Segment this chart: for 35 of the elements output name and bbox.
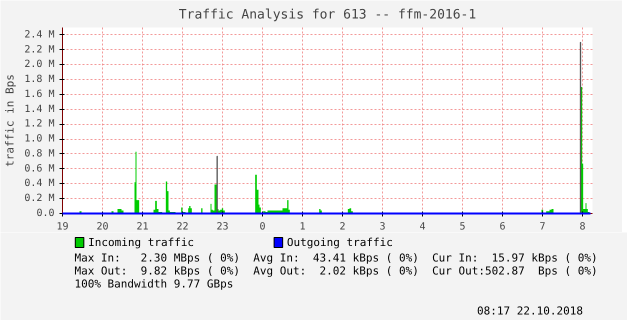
legend-label: Outgoing traffic bbox=[286, 236, 393, 249]
y-tick-label: 1.8 M bbox=[24, 74, 55, 86]
x-tick-label: 22 bbox=[176, 222, 189, 232]
y-tick-label: 0.8 M bbox=[24, 148, 55, 160]
legend-label: Incoming traffic bbox=[88, 236, 194, 249]
x-tick-label: 21 bbox=[136, 222, 149, 232]
x-tick-label: 0 bbox=[259, 222, 266, 232]
x-tick-label: 23 bbox=[216, 222, 229, 232]
text: Max In: 2.30 MBps ( 0%) Avg In: 43.41 kBps ( 0%) Cur In: 15.97 kBps ( 0%) bbox=[74, 252, 598, 264]
y-tick-label: 2.0 M bbox=[24, 59, 55, 70]
text: 08:17 22.10.2018 bbox=[477, 304, 583, 318]
y-tick-label: 2.2 M bbox=[24, 44, 55, 56]
y-tick-label: 0.2 M bbox=[24, 193, 55, 204]
y-tick-label: 1.6 M bbox=[24, 88, 55, 100]
y-tick-label: 2.4 M bbox=[24, 29, 55, 40]
y-tick-label: 0.0 bbox=[36, 208, 54, 219]
y-tick-label: 1.2 M bbox=[24, 118, 55, 130]
y-tick-label: 1.0 M bbox=[24, 134, 55, 145]
text: 100% Bandwidth 9.77 GBps bbox=[74, 278, 234, 290]
y-axis-title: traffic in Bps bbox=[3, 74, 16, 167]
x-tick-label: 19 bbox=[56, 222, 69, 232]
x-tick-label: 7 bbox=[539, 222, 546, 232]
x-tick-label: 3 bbox=[379, 222, 386, 232]
x-tick-label: 8 bbox=[579, 222, 586, 232]
y-tick-label: 1.4 M bbox=[24, 104, 55, 115]
x-tick-label: 20 bbox=[96, 222, 109, 232]
x-tick-label: 6 bbox=[499, 222, 506, 232]
text: Max Out: 9.82 kBps ( 0%) Avg Out: 2.02 kBps ( 0%) Cur Out:502.87 Bps ( 0%) bbox=[74, 264, 598, 278]
x-tick-label: 2 bbox=[339, 222, 346, 232]
x-tick-label: 4 bbox=[419, 222, 426, 232]
x-tick-label: 5 bbox=[459, 222, 466, 232]
y-tick-label: 0.6 M bbox=[24, 163, 55, 174]
y-tick-label: 0.4 M bbox=[24, 178, 55, 190]
x-tick-label: 1 bbox=[299, 222, 306, 232]
chart-title: Traffic Analysis for 613 -- ffm-2016-1 bbox=[178, 8, 476, 22]
